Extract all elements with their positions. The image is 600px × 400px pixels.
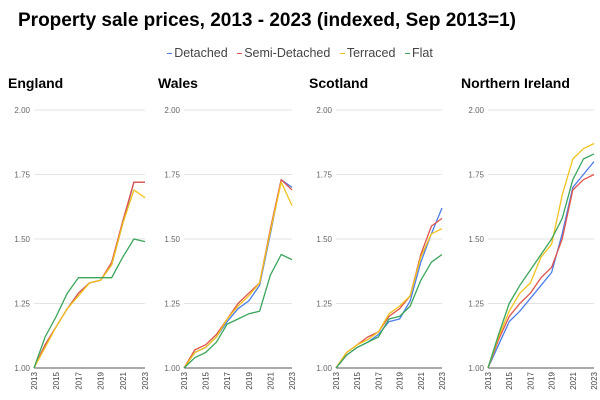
y-tick-label-scotland: 1.50 — [316, 235, 332, 244]
x-tick-label-wales: 2021 — [266, 371, 275, 389]
legend-item-flat: Flat — [404, 46, 433, 60]
legend-item-detached: Detached — [167, 46, 228, 60]
x-tick-label-northern-ireland: 2019 — [548, 371, 557, 389]
legend-label-semi-detached: Semi-Detached — [244, 46, 331, 60]
x-tick-label-scotland: 2015 — [353, 371, 362, 389]
x-tick-label-england: 2021 — [119, 371, 128, 389]
legend-label-detached: Detached — [174, 46, 228, 60]
legend-item-semi-detached: Semi-Detached — [237, 46, 330, 60]
x-tick-label-northern-ireland: 2023 — [590, 371, 599, 389]
x-tick-label-wales: 2023 — [288, 371, 297, 389]
y-tick-label-scotland: 1.25 — [316, 300, 332, 309]
x-tick-label-scotland: 2019 — [396, 371, 405, 389]
y-tick-label-scotland: 1.75 — [316, 171, 332, 180]
x-tick-label-scotland: 2023 — [438, 371, 447, 389]
x-tick-label-scotland: 2013 — [332, 371, 341, 389]
series-line-detached-scotland — [335, 207, 443, 369]
series-line-semi-detached-scotland — [335, 217, 443, 369]
y-tick-label-scotland: 1.00 — [316, 364, 332, 373]
x-tick-label-wales: 2013 — [180, 371, 189, 389]
series-line-flat-england — [33, 238, 146, 369]
x-tick-label-northern-ireland: 2017 — [526, 371, 535, 389]
series-line-terraced-wales — [183, 181, 293, 369]
series-line-flat-scotland — [335, 253, 443, 369]
y-tick-label-wales: 1.75 — [164, 171, 180, 180]
series-line-detached-england — [33, 181, 145, 369]
legend-swatch-flat — [404, 53, 410, 55]
y-tick-label-northern-ireland: 1.00 — [468, 364, 484, 373]
panel-title-england: England — [8, 75, 63, 91]
y-tick-label-wales: 2.00 — [164, 106, 180, 115]
y-tick-label-northern-ireland: 1.50 — [468, 235, 484, 244]
y-tick-label-wales: 1.25 — [164, 300, 180, 309]
legend-label-terraced: Terraced — [346, 46, 396, 60]
y-tick-label-england: 1.25 — [14, 300, 30, 309]
y-tick-label-england: 1.00 — [14, 364, 30, 373]
legend-swatch-detached — [167, 53, 173, 55]
panel-title-scotland: Scotland — [309, 75, 368, 91]
chart-title: Property sale prices, 2013 - 2023 (index… — [18, 10, 516, 31]
x-tick-label-northern-ireland: 2013 — [484, 371, 493, 389]
series-line-terraced-northern-ireland — [487, 142, 595, 369]
x-tick-label-england: 2017 — [74, 371, 83, 389]
legend-swatch-terraced — [339, 53, 345, 55]
y-tick-label-northern-ireland: 2.00 — [468, 106, 484, 115]
x-tick-label-wales: 2017 — [223, 371, 232, 389]
series-line-flat-wales — [183, 253, 293, 369]
y-tick-label-england: 2.00 — [14, 106, 30, 115]
series-line-terraced-scotland — [335, 228, 443, 369]
panel-title-northern-ireland: Northern Ireland — [461, 75, 570, 91]
series-line-terraced-england — [33, 189, 146, 369]
legend-label-flat: Flat — [411, 46, 433, 60]
x-tick-label-wales: 2019 — [245, 371, 254, 389]
x-tick-label-england: 2015 — [52, 371, 61, 389]
series-line-flat-northern-ireland — [487, 153, 595, 369]
x-tick-label-northern-ireland: 2015 — [505, 371, 514, 389]
y-tick-label-england: 1.50 — [14, 235, 30, 244]
legend-item-terraced: Terraced — [339, 46, 396, 60]
x-tick-label-northern-ireland: 2021 — [569, 371, 578, 389]
panel-title-wales: Wales — [158, 75, 198, 91]
x-tick-label-scotland: 2021 — [417, 371, 426, 389]
x-tick-label-england: 2019 — [97, 371, 106, 389]
legend: Detached Semi-Detached Terraced Flat — [0, 46, 600, 60]
y-tick-label-northern-ireland: 1.25 — [468, 300, 484, 309]
x-tick-label-england: 2023 — [141, 371, 150, 389]
y-tick-label-england: 1.75 — [14, 171, 30, 180]
series-line-semi-detached-northern-ireland — [487, 173, 595, 369]
x-tick-label-england: 2013 — [30, 371, 39, 389]
y-tick-label-northern-ireland: 1.75 — [468, 171, 484, 180]
y-tick-label-wales: 1.00 — [164, 364, 180, 373]
legend-swatch-semi-detached — [237, 53, 243, 55]
series-line-detached-northern-ireland — [487, 161, 595, 369]
y-tick-label-scotland: 2.00 — [316, 106, 332, 115]
series-line-semi-detached-england — [33, 181, 145, 369]
x-tick-label-wales: 2015 — [202, 371, 211, 389]
x-tick-label-scotland: 2017 — [374, 371, 383, 389]
y-tick-label-wales: 1.50 — [164, 235, 180, 244]
